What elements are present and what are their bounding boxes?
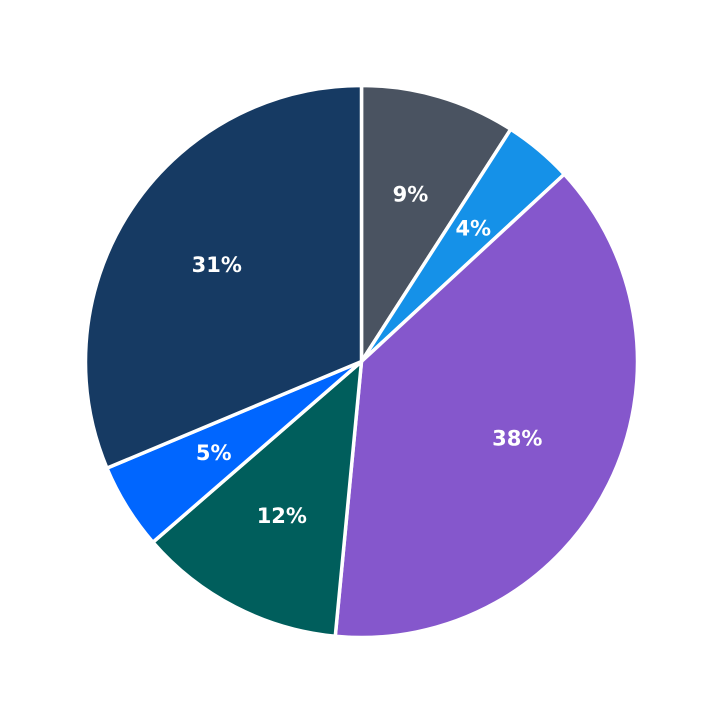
slice-label: 5%	[196, 441, 232, 465]
pie-labels: 9% 4% 38% 12% 5% 31%	[192, 183, 543, 528]
pie-slices	[83, 83, 640, 640]
pie-slice	[333, 172, 640, 640]
pie-slice	[83, 83, 364, 470]
slice-label: 31%	[192, 253, 242, 277]
slice-label: 9%	[393, 183, 429, 207]
pie-slice	[359, 83, 513, 364]
slice-label: 4%	[455, 216, 491, 240]
slice-label: 38%	[492, 427, 542, 451]
pie-slice	[151, 359, 364, 638]
slice-label: 12%	[257, 504, 307, 528]
